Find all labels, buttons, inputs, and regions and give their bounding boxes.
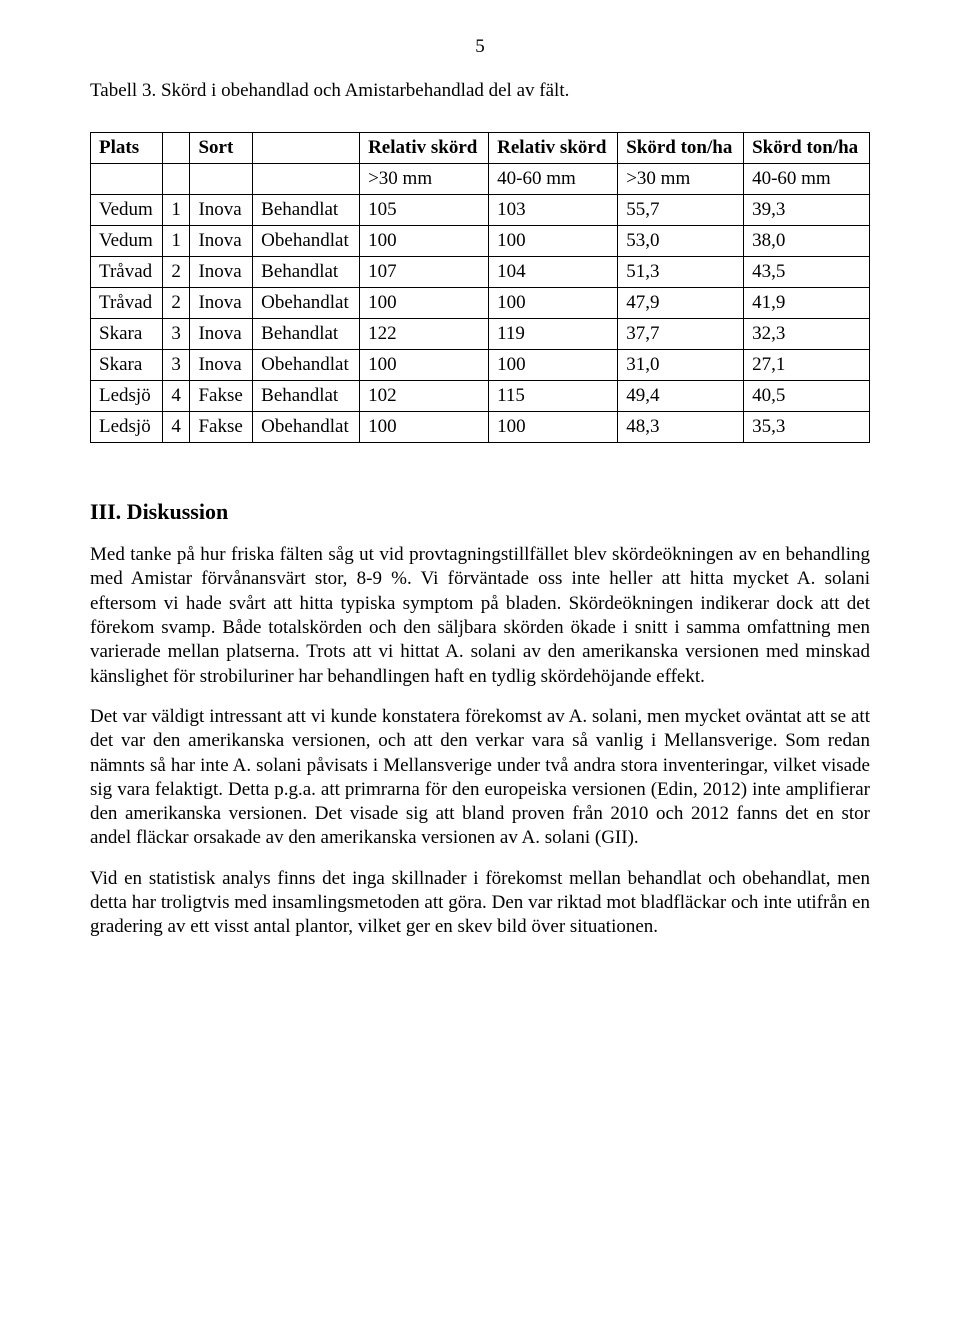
table-cell: 100 (360, 288, 489, 319)
table-cell: Fakse (190, 381, 253, 412)
table-cell: 27,1 (744, 350, 870, 381)
table-cell: Behandlat (253, 319, 360, 350)
table-cell: Inova (190, 257, 253, 288)
table-cell: 53,0 (618, 226, 744, 257)
page-number: 5 (90, 36, 870, 58)
table-cell: 100 (489, 226, 618, 257)
table-cell: 37,7 (618, 319, 744, 350)
table-cell: Tråvad (91, 288, 163, 319)
table-header-row-2: >30 mm 40-60 mm >30 mm 40-60 mm (91, 164, 870, 195)
table-cell: Inova (190, 226, 253, 257)
table-cell: Behandlat (253, 381, 360, 412)
table-cell: Vedum (91, 226, 163, 257)
table-cell: 104 (489, 257, 618, 288)
col-blank1 (163, 133, 190, 164)
table-row: Vedum1InovaObehandlat10010053,038,0 (91, 226, 870, 257)
h2-c2 (190, 164, 253, 195)
table-cell: 51,3 (618, 257, 744, 288)
table-cell: Fakse (190, 412, 253, 443)
table-row: Ledsjö4FakseBehandlat10211549,440,5 (91, 381, 870, 412)
table-cell: 100 (360, 412, 489, 443)
h2-c1 (163, 164, 190, 195)
table-cell: 100 (489, 288, 618, 319)
table-cell: Obehandlat (253, 288, 360, 319)
table-cell: Ledsjö (91, 381, 163, 412)
table-row: Ledsjö4FakseObehandlat10010048,335,3 (91, 412, 870, 443)
col-blank2 (253, 133, 360, 164)
col-relativ1: Relativ skörd (360, 133, 489, 164)
table-caption: Tabell 3. Skörd i obehandlad och Amistar… (90, 80, 870, 102)
table-cell: Ledsjö (91, 412, 163, 443)
table-cell: 32,3 (744, 319, 870, 350)
col-skord1: Skörd ton/ha (618, 133, 744, 164)
table-row: Tråvad2InovaBehandlat10710451,343,5 (91, 257, 870, 288)
table-cell: 102 (360, 381, 489, 412)
table-cell: 2 (163, 288, 190, 319)
table-cell: Skara (91, 319, 163, 350)
table-cell: 49,4 (618, 381, 744, 412)
table-cell: 107 (360, 257, 489, 288)
table-cell: 122 (360, 319, 489, 350)
table-cell: 38,0 (744, 226, 870, 257)
table-cell: 100 (360, 350, 489, 381)
col-plats: Plats (91, 133, 163, 164)
table-row: Vedum1InovaBehandlat10510355,739,3 (91, 195, 870, 226)
table-cell: 100 (360, 226, 489, 257)
table-cell: 100 (489, 350, 618, 381)
table-cell: 3 (163, 350, 190, 381)
section-heading: III. Diskussion (90, 499, 870, 525)
table-cell: Inova (190, 319, 253, 350)
col-skord2: Skörd ton/ha (744, 133, 870, 164)
table-cell: Inova (190, 288, 253, 319)
table-cell: Obehandlat (253, 412, 360, 443)
table-row: Tråvad2InovaObehandlat10010047,941,9 (91, 288, 870, 319)
table-row: Skara3InovaBehandlat12211937,732,3 (91, 319, 870, 350)
table-cell: 105 (360, 195, 489, 226)
table-cell: 1 (163, 195, 190, 226)
table-cell: 39,3 (744, 195, 870, 226)
table-cell: Inova (190, 195, 253, 226)
h2-c6: >30 mm (618, 164, 744, 195)
table-body: Vedum1InovaBehandlat10510355,739,3Vedum1… (91, 195, 870, 443)
paragraph-1: Med tanke på hur friska fälten såg ut vi… (90, 543, 870, 689)
h2-c4: >30 mm (360, 164, 489, 195)
col-sort: Sort (190, 133, 253, 164)
table-cell: 31,0 (618, 350, 744, 381)
table-cell: Inova (190, 350, 253, 381)
table-cell: 2 (163, 257, 190, 288)
data-table: Plats Sort Relativ skörd Relativ skörd S… (90, 132, 870, 443)
h2-c5: 40-60 mm (489, 164, 618, 195)
table-cell: 40,5 (744, 381, 870, 412)
table-cell: 100 (489, 412, 618, 443)
table-header-row-1: Plats Sort Relativ skörd Relativ skörd S… (91, 133, 870, 164)
table-cell: Obehandlat (253, 226, 360, 257)
table-cell: 103 (489, 195, 618, 226)
h2-c7: 40-60 mm (744, 164, 870, 195)
h2-c0 (91, 164, 163, 195)
table-cell: Vedum (91, 195, 163, 226)
table-cell: Tråvad (91, 257, 163, 288)
table-cell: 35,3 (744, 412, 870, 443)
table-cell: 1 (163, 226, 190, 257)
table-row: Skara3InovaObehandlat10010031,027,1 (91, 350, 870, 381)
h2-c3 (253, 164, 360, 195)
table-cell: Behandlat (253, 257, 360, 288)
table-cell: 41,9 (744, 288, 870, 319)
table-cell: 48,3 (618, 412, 744, 443)
page: 5 Tabell 3. Skörd i obehandlad och Amist… (0, 0, 960, 1334)
table-cell: 43,5 (744, 257, 870, 288)
table-cell: 4 (163, 381, 190, 412)
table-cell: Obehandlat (253, 350, 360, 381)
table-cell: 47,9 (618, 288, 744, 319)
table-cell: 115 (489, 381, 618, 412)
table-cell: 119 (489, 319, 618, 350)
table-cell: Behandlat (253, 195, 360, 226)
table-cell: 4 (163, 412, 190, 443)
table-cell: 55,7 (618, 195, 744, 226)
table-cell: 3 (163, 319, 190, 350)
paragraph-2: Det var väldigt intressant att vi kunde … (90, 705, 870, 851)
table-cell: Skara (91, 350, 163, 381)
col-relativ2: Relativ skörd (489, 133, 618, 164)
paragraph-3: Vid en statistisk analys finns det inga … (90, 867, 870, 940)
